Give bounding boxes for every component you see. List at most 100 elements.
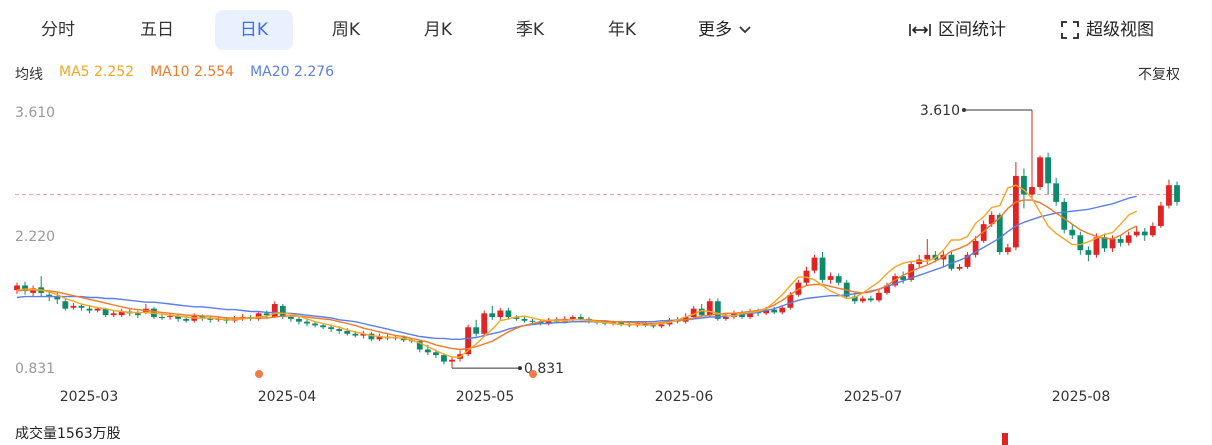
candle-body — [787, 294, 794, 308]
y-tick-label: 2.220 — [15, 229, 56, 245]
candle-body — [1012, 175, 1019, 248]
ma5-value: MA5 2.252 — [59, 64, 135, 80]
ma-legend: 均线 MA5 2.252 MA10 2.554 MA20 2.276 — [15, 64, 334, 84]
candle-body — [255, 313, 262, 319]
candle-body — [465, 327, 472, 355]
candle-body — [368, 333, 375, 340]
candle-body — [416, 341, 423, 350]
candle-body — [94, 308, 101, 311]
candle-body — [54, 296, 61, 300]
y-tick-label: 0.831 — [15, 361, 56, 377]
candle-body — [376, 336, 383, 340]
ma10-line — [16, 199, 1138, 351]
candle-body — [175, 316, 182, 319]
ma-legend-title: 均线 — [15, 67, 43, 83]
candle-body — [1174, 185, 1180, 202]
candle-body — [988, 214, 995, 225]
candle-body — [1109, 239, 1116, 249]
ma20-line — [16, 195, 1137, 340]
candle-body — [1149, 226, 1156, 236]
candle-body — [424, 349, 431, 353]
candle-body — [1021, 175, 1027, 195]
candle-body — [287, 317, 294, 319]
candle-body — [271, 304, 278, 318]
candle-body — [924, 254, 931, 260]
candle-body — [497, 310, 504, 318]
low-annotation-dot — [518, 366, 522, 371]
candle-body — [328, 327, 335, 330]
tab-quarterly-k[interactable]: 季K — [515, 20, 545, 40]
candle-body — [118, 311, 125, 316]
candle-body — [159, 317, 165, 319]
candle-body — [304, 321, 310, 324]
candle-body — [296, 318, 302, 322]
candle-body — [948, 254, 955, 269]
candle-body — [763, 309, 770, 314]
candle-body — [851, 296, 858, 302]
volume-label: 成交量1563万股 — [15, 426, 121, 442]
candle-body — [658, 324, 665, 327]
candle-body — [835, 276, 842, 283]
range-stats-label: 区间统计 — [938, 20, 1006, 40]
candle-body — [1101, 237, 1108, 249]
x-tick-label: 2025-07 — [843, 389, 903, 405]
tab-weekly-k[interactable]: 周K — [331, 20, 361, 40]
candle-body — [360, 333, 367, 336]
range-arrows-icon — [909, 24, 931, 36]
candle-body — [167, 316, 173, 318]
adjust-mode[interactable]: 不复权 — [1138, 67, 1180, 83]
candle-body — [876, 292, 882, 301]
tab-monthly-k[interactable]: 月K — [423, 20, 453, 40]
x-tick-label: 2025-08 — [1051, 389, 1111, 405]
candle-body — [46, 294, 53, 297]
candle-body — [867, 298, 874, 301]
volume-bar — [1002, 433, 1008, 445]
candle-body — [1093, 237, 1100, 255]
candle-body — [577, 317, 584, 319]
candle-body — [62, 301, 69, 309]
candle-body — [279, 305, 286, 318]
x-tick-label: 2025-03 — [59, 389, 119, 405]
candle-body — [650, 325, 657, 327]
ma5-line — [16, 184, 1137, 358]
candle-body — [78, 305, 85, 308]
chevron-down-icon — [739, 26, 751, 34]
candle-body — [618, 322, 625, 325]
ma20-value: MA20 2.276 — [250, 64, 335, 80]
tab-yearly-k[interactable]: 年K — [607, 20, 637, 40]
ma10-value: MA10 2.554 — [150, 64, 235, 80]
candle-body — [352, 333, 359, 336]
candle-body — [1166, 185, 1172, 206]
high-annotation-dot — [962, 108, 966, 112]
candle-body — [521, 318, 528, 321]
candle-body — [819, 257, 826, 280]
candle-body — [86, 308, 93, 311]
candle-body — [1053, 183, 1060, 202]
candle-body — [441, 355, 447, 362]
candle-body — [263, 313, 270, 316]
candle-body — [1117, 239, 1124, 243]
tab-daily-k[interactable]: 日K — [215, 10, 293, 50]
tab-intraday[interactable]: 分时 — [41, 20, 75, 40]
candle-body — [102, 308, 109, 316]
tab-five-day[interactable]: 五日 — [140, 20, 174, 40]
candle-body — [14, 285, 20, 291]
candle-body — [956, 266, 963, 269]
x-tick-label: 2025-06 — [654, 389, 714, 405]
candle-body — [980, 224, 987, 241]
candle-body — [859, 298, 866, 302]
candle-body — [722, 317, 729, 319]
candle-body — [690, 308, 697, 318]
more-dropdown[interactable]: 更多 — [698, 10, 752, 50]
candle-body — [312, 323, 318, 326]
y-tick-label: 3.610 — [15, 105, 56, 121]
super-view-button[interactable]: 超级视图 — [1060, 10, 1154, 50]
range-stats-button[interactable]: 区间统计 — [908, 10, 1006, 50]
candle-body — [199, 316, 206, 318]
candle-body — [771, 309, 778, 313]
x-tick-label: 2025-05 — [455, 389, 515, 405]
candle-body — [569, 317, 576, 319]
candle-body — [900, 276, 907, 280]
candle-body — [1141, 231, 1148, 236]
